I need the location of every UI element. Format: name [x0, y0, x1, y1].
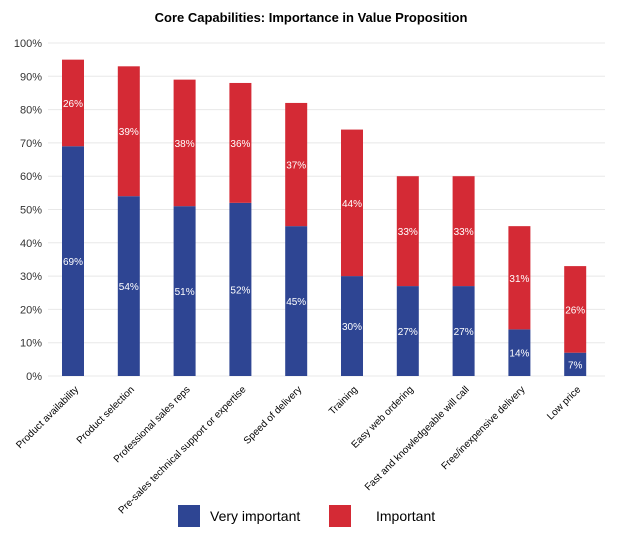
data-label: 54%	[119, 282, 139, 293]
y-tick-label: 20%	[20, 304, 42, 316]
x-tick-label: Speed of delivery	[242, 384, 304, 446]
data-label: 51%	[175, 287, 195, 298]
data-label: 26%	[565, 305, 585, 316]
bar-segment	[229, 82, 252, 203]
y-tick-label: 40%	[20, 238, 42, 250]
y-tick-label: 0%	[26, 371, 42, 383]
bar-segment	[564, 352, 587, 376]
bar-segment	[508, 226, 531, 330]
bar-segment	[173, 79, 196, 207]
data-label: 36%	[230, 139, 250, 150]
data-label: 31%	[509, 274, 529, 285]
bar-segment	[117, 196, 140, 376]
legend-label: Very important	[210, 508, 300, 524]
data-label: 26%	[63, 99, 83, 110]
bar-segment	[62, 146, 84, 376]
bar-segment	[285, 226, 308, 376]
data-label: 52%	[230, 285, 250, 296]
legend-label: Important	[376, 508, 435, 524]
bar-segment	[62, 59, 84, 147]
bar-segment	[452, 286, 475, 376]
y-tick-label: 60%	[20, 171, 42, 183]
data-label: 45%	[286, 297, 306, 308]
y-tick-label: 100%	[14, 38, 42, 50]
data-label: 37%	[286, 161, 306, 172]
bar-segment	[452, 176, 475, 287]
y-tick-label: 80%	[20, 105, 42, 117]
bar-segment	[173, 206, 196, 376]
y-tick-label: 30%	[20, 271, 42, 283]
y-tick-label: 90%	[20, 71, 42, 83]
y-tick-label: 50%	[20, 205, 42, 217]
data-label: 30%	[342, 322, 362, 333]
bar-segment	[229, 202, 252, 376]
data-label: 14%	[509, 349, 529, 360]
chart-title: Core Capabilities: Importance in Value P…	[155, 10, 468, 25]
data-label: 33%	[398, 227, 418, 238]
data-label: 33%	[454, 227, 474, 238]
x-tick-label: Product availability	[14, 384, 81, 451]
data-label: 27%	[398, 327, 418, 338]
x-tick-label: Product selection	[75, 384, 137, 446]
bar-segment	[117, 66, 140, 197]
bar-segment	[341, 276, 363, 376]
data-label: 38%	[175, 139, 195, 150]
y-tick-label: 70%	[20, 138, 42, 150]
x-tick-label: Training	[327, 384, 360, 417]
y-tick-label: 10%	[20, 338, 42, 350]
bar-segment	[341, 129, 363, 277]
bar-segment	[396, 286, 419, 376]
bar-segment	[396, 176, 419, 287]
bar-segment	[564, 266, 587, 353]
data-label: 27%	[454, 327, 474, 338]
data-label: 7%	[568, 360, 583, 371]
bar-segment	[508, 329, 531, 376]
data-label: 44%	[342, 199, 362, 210]
data-label: 69%	[63, 257, 83, 268]
bar-segment	[285, 102, 308, 227]
x-tick-label: Low price	[545, 384, 583, 422]
legend-swatch	[329, 505, 351, 527]
data-label: 39%	[119, 127, 139, 138]
x-tick-label: Easy web ordering	[350, 384, 416, 450]
legend-swatch	[178, 505, 200, 527]
x-tick-label: Fast and knowledgeable will call	[363, 384, 472, 493]
x-tick-label: Pre-sales technical support or expertise	[117, 384, 249, 516]
